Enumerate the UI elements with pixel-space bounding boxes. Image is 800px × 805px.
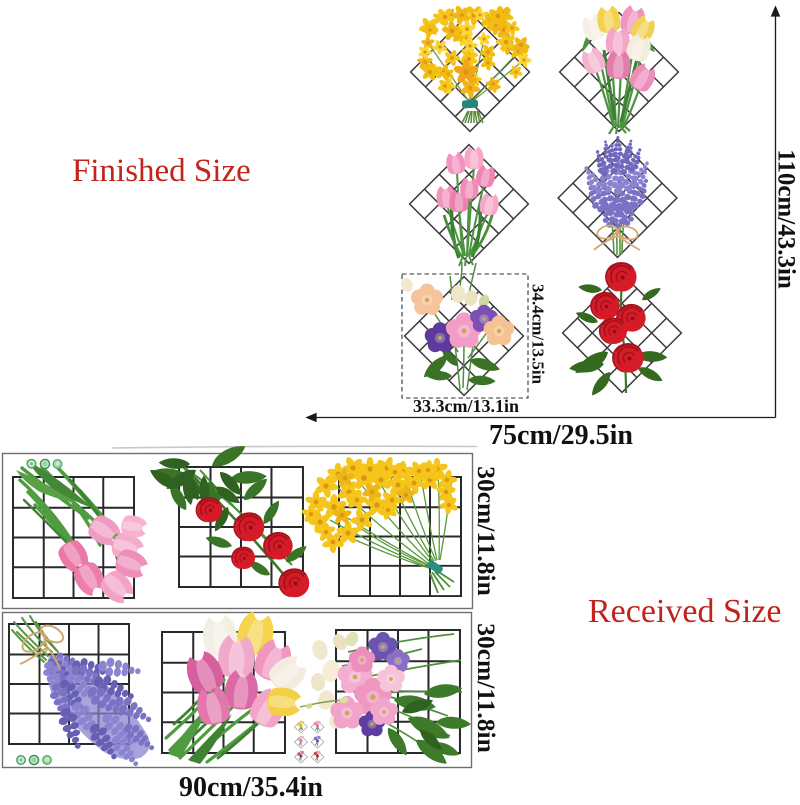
- svg-text:Received Size: Received Size: [588, 593, 782, 630]
- svg-text:90cm/35.4in: 90cm/35.4in: [179, 772, 323, 800]
- svg-text:30cm/11.8in: 30cm/11.8in: [472, 466, 501, 596]
- svg-text:Finished Size: Finished Size: [72, 153, 251, 189]
- svg-text:75cm/29.5in: 75cm/29.5in: [489, 420, 633, 451]
- svg-text:30cm/11.8in: 30cm/11.8in: [472, 623, 501, 753]
- svg-text:34.4cm/13.5in: 34.4cm/13.5in: [529, 284, 548, 385]
- svg-text:33.3cm/13.1in: 33.3cm/13.1in: [413, 396, 519, 416]
- svg-text:110cm/43.3in: 110cm/43.3in: [773, 149, 800, 289]
